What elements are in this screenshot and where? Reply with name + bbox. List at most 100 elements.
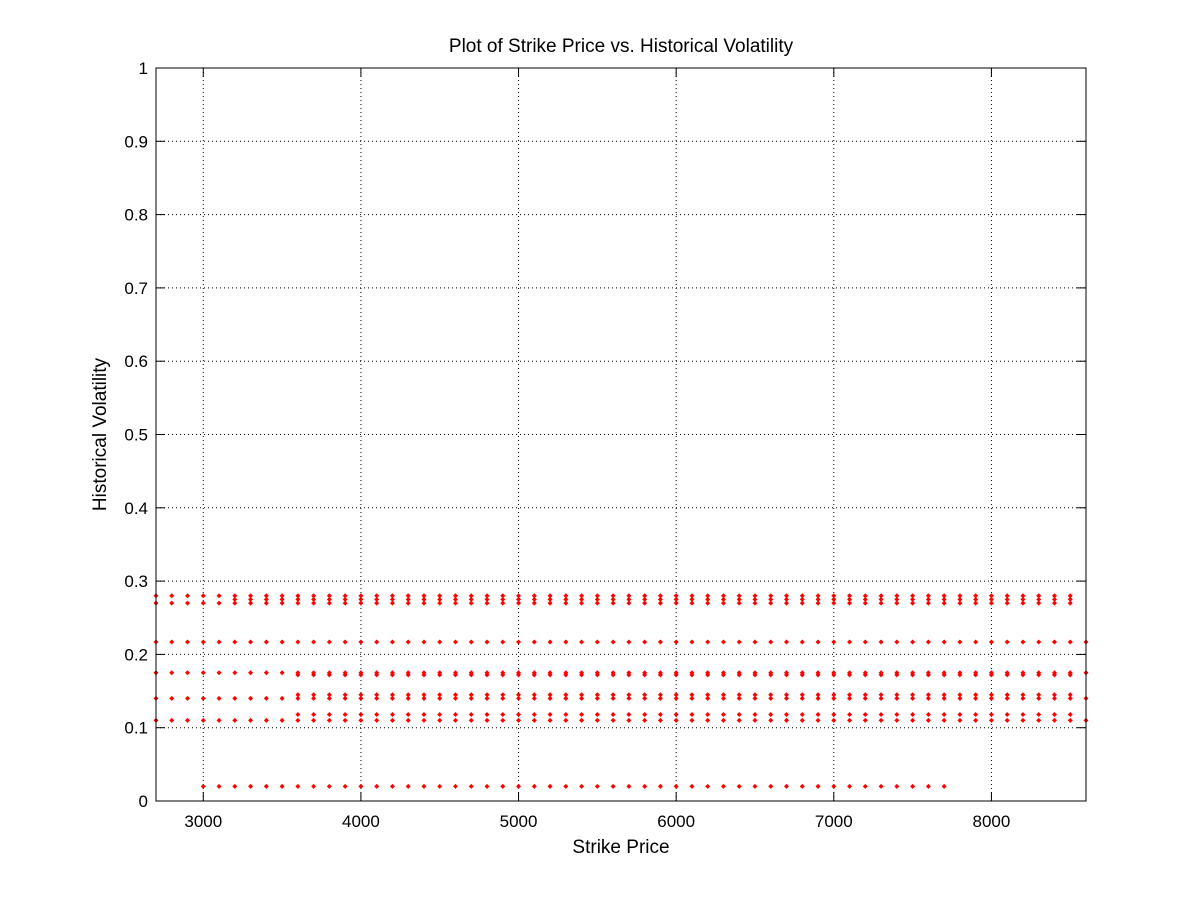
data-point [248,600,254,606]
data-point [657,596,663,602]
data-point [311,717,317,723]
data-point [374,712,380,718]
data-point [736,672,742,678]
data-point [326,596,332,602]
data-point [910,712,916,718]
data-point [389,600,395,606]
data-point [295,692,301,698]
data-point [799,596,805,602]
data-point [468,783,474,789]
data-point [484,596,490,602]
data-point [500,593,506,599]
data-point [689,695,695,701]
data-point [973,695,979,701]
data-point [610,692,616,698]
data-point [1067,695,1073,701]
data-point [579,783,585,789]
data-point [1051,672,1057,678]
data-point [279,695,285,701]
data-point [799,593,805,599]
data-point [831,717,837,723]
data-point [516,692,522,698]
data-point [673,639,679,645]
data-point [263,670,269,676]
data-point [500,717,506,723]
data-point [1004,717,1010,723]
data-point [878,672,884,678]
y-tick-label: 0.6 [124,352,148,371]
data-point [452,783,458,789]
data-point [847,712,853,718]
data-point [752,596,758,602]
data-point [594,712,600,718]
data-point [563,783,569,789]
data-point [610,600,616,606]
data-point [531,596,537,602]
data-point [768,639,774,645]
data-point [468,717,474,723]
data-point [736,717,742,723]
data-point [957,692,963,698]
data-point [925,600,931,606]
data-point [752,639,758,645]
data-point [642,672,648,678]
data-point [894,783,900,789]
y-tick-label: 0.7 [124,279,148,298]
data-point [768,672,774,678]
data-point [405,692,411,698]
data-point [642,639,648,645]
data-points [153,593,1089,789]
data-point [468,672,474,678]
data-point [988,593,994,599]
data-point [421,593,427,599]
data-point [452,672,458,678]
data-point [437,596,443,602]
data-point [531,712,537,718]
data-point [452,692,458,698]
data-point [657,717,663,723]
data-point [657,593,663,599]
data-point [563,639,569,645]
data-point [516,717,522,723]
data-point [594,596,600,602]
data-point [847,639,853,645]
data-point [705,717,711,723]
data-point [941,593,947,599]
data-point [626,593,632,599]
data-point [705,593,711,599]
data-point [815,596,821,602]
data-point [799,692,805,698]
data-point [468,639,474,645]
data-point [185,695,191,701]
data-point [358,783,364,789]
data-point [421,672,427,678]
data-point [216,593,222,599]
data-point [563,596,569,602]
data-point [626,596,632,602]
data-point [862,692,868,698]
data-point [610,712,616,718]
data-point [720,593,726,599]
data-point [847,596,853,602]
data-point [295,639,301,645]
data-point [799,717,805,723]
data-point [500,783,506,789]
data-point [1036,712,1042,718]
chart-title: Plot of Strike Price vs. Historical Vola… [449,36,794,57]
data-point [673,600,679,606]
data-point [941,600,947,606]
data-point [547,596,553,602]
data-point [342,600,348,606]
data-point [862,593,868,599]
data-point [405,593,411,599]
data-point [342,672,348,678]
data-point [421,717,427,723]
data-point [988,596,994,602]
data-point [452,593,458,599]
data-point [579,695,585,701]
data-point [925,672,931,678]
data-point [720,712,726,718]
data-point [326,695,332,701]
data-point [657,712,663,718]
data-point [815,600,821,606]
